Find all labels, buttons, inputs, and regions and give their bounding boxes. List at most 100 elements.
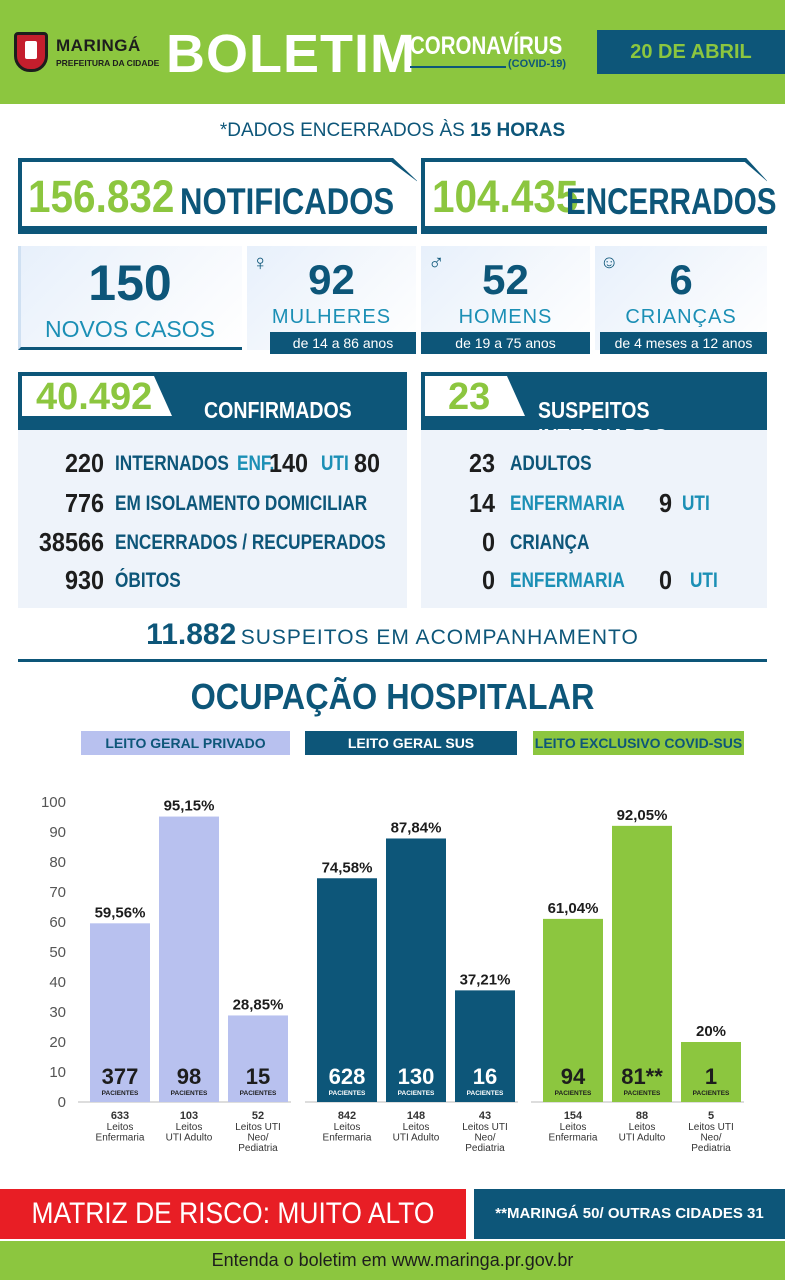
bar-category-label: Pediatria [238,1143,278,1154]
adult-enf-label: ENFERMARIA [510,492,625,515]
suspeitos-tab [425,376,525,416]
enf-label: ENF. [237,452,275,475]
subtitle-divider [410,66,506,68]
suspeitos-value: 23 [448,376,491,418]
bar-beds-value: 154 [564,1110,583,1122]
isolamento-label: EM ISOLAMENTO DOMICILIAR [115,492,368,515]
man-icon: ♂ [428,250,445,275]
bar-beds-value: 633 [111,1110,129,1122]
acompanhamento-value: 11.882 [146,618,237,651]
bar-percent-label: 87,84% [391,819,442,836]
y-tick-label: 40 [49,974,66,991]
bar-patients-value: 98 [177,1064,201,1089]
y-tick-label: 60 [49,914,66,931]
woman-icon: ♀ [252,250,269,275]
bar-category-label: Enfermaria [549,1133,598,1144]
cutoff-note: *DADOS ENCERRADOS ÀS 15 HORAS [0,120,785,142]
internados-label: INTERNADOS [115,452,229,475]
suspeitos-panel [421,430,767,608]
date-badge [597,30,785,74]
child-enf-label: ENFERMARIA [510,569,625,592]
bar-category-label: Neo/ [474,1133,495,1144]
novos-casos-box [18,246,242,350]
bar-patients-word: PACIENTES [624,1090,661,1097]
footer-site: Entenda o boletim em www.maringa.pr.gov.… [0,1241,785,1280]
bar-category-label: Leitos [334,1122,361,1133]
y-tick-label: 10 [49,1064,66,1081]
homens-range: de 19 a 75 anos [421,332,590,354]
y-tick-label: 90 [49,824,66,841]
bar-category-label: Leitos UTI [462,1122,508,1133]
bar-patients-value: 1 [705,1064,717,1089]
subtitle-covid: (COVID-19) [508,58,567,70]
novos-casos-label: NOVOS CASOS [45,316,215,342]
bar-category-label: Enfermaria [323,1133,372,1144]
bar-patients-value: 130 [398,1064,435,1089]
adult-enf-value: 14 [468,488,495,518]
bar-percent-label: 74,58% [322,859,373,876]
bar [317,878,377,1102]
prefeitura-label: PREFEITURA DA CIDADE [56,58,160,68]
bar-patients-value: 16 [473,1064,497,1089]
cat-sus: LEITO GERAL SUS [305,731,517,755]
obitos-value: 930 [64,565,104,595]
confirmados-value: 40.492 [36,376,153,418]
recuperados-label: ENCERRADOS / RECUPERADOS [115,531,386,554]
ocupacao-chart: 010203040506070809010059,56%377PACIENTES… [41,794,744,1154]
bar-category-label: Neo/ [247,1133,268,1144]
bar-beds-value: 43 [479,1110,491,1122]
bar-beds-value: 103 [180,1110,198,1122]
acompanhamento-line: 11.882 SUSPEITOS EM ACOMPANHAMENTO [18,618,767,652]
bar-category-label: Pediatria [465,1143,505,1154]
obitos-label: ÓBITOS [115,569,181,592]
page-title: BOLETIM [166,24,416,84]
risk-text: MATRIZ DE RISCO: MUITO ALTO [31,1197,435,1230]
y-tick-label: 50 [49,944,66,961]
city-crest-icon [14,32,48,72]
adultos-value: 23 [468,448,495,478]
cutoff-prefix: *DADOS ENCERRADOS ÀS [219,120,471,141]
bar-category-label: Leitos [403,1122,430,1133]
novos-casos-value: 150 [88,255,172,311]
criancas-range: de 4 meses a 12 anos [600,332,767,354]
internados-value: 220 [64,448,104,478]
encerrados-label: ENCERRADOS [566,181,777,222]
bar-percent-label: 20% [696,1023,726,1040]
ocupacao-title: OCUPAÇÃO HOSPITALAR [190,676,595,717]
bar-beds-value: 148 [407,1110,425,1122]
date-text: 20 DE ABRIL [630,41,752,63]
y-tick-label: 80 [49,854,66,871]
criancas-value: 6 [669,256,693,303]
child-uti-value: 0 [658,565,672,595]
cat-privado: LEITO GERAL PRIVADO [81,731,290,755]
bar [386,838,446,1102]
section-divider [18,659,767,662]
bar-category-label: Leitos UTI [688,1122,734,1133]
uti-label: UTI [321,452,349,475]
confirmados-tab [22,376,172,416]
uti-value: 80 [353,448,380,478]
crianca-value: 0 [481,527,495,557]
adultos-label: ADULTOS [510,452,592,475]
bar [612,825,672,1102]
bar-category-label: Pediatria [691,1143,731,1154]
y-tick-label: 100 [41,794,66,811]
bar-patients-value: 628 [329,1064,366,1089]
bar-patients-word: PACIENTES [329,1090,366,1097]
city-name: MARINGÁ [56,36,141,55]
bar [90,923,150,1102]
bar-percent-label: 61,04% [548,900,599,917]
bar-patients-word: PACIENTES [398,1090,435,1097]
bar-patients-value: 94 [561,1064,586,1089]
bar-patients-word: PACIENTES [171,1090,208,1097]
bar-category-label: Enfermaria [96,1133,145,1144]
homens-value: 52 [482,256,529,303]
uti-note: **MARINGÁ 50/ OUTRAS CIDADES 31 [474,1189,785,1239]
cutoff-hour: 15 HORAS [470,120,566,141]
notificados-label: NOTIFICADOS [180,181,395,222]
subtitle: CORONAVÍRUS [410,32,563,60]
bar [543,918,603,1102]
recuperados-value: 38566 [38,527,104,557]
bar-category-label: Leitos [176,1122,203,1133]
bar [455,990,515,1102]
